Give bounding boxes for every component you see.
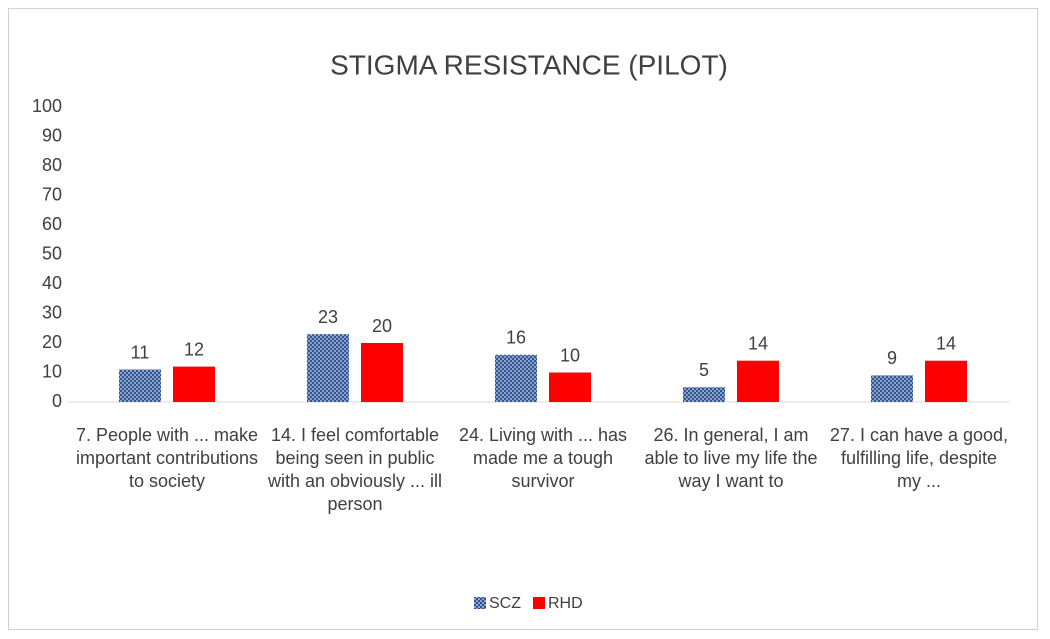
- data-label: 12: [184, 339, 204, 359]
- data-label: 10: [560, 345, 580, 365]
- chart-frame: [8, 8, 1038, 630]
- bar: [549, 372, 591, 402]
- x-tick-label: 24. Living with ... has made me a tough …: [458, 425, 628, 491]
- data-label: 11: [131, 342, 150, 362]
- y-tick-label: 50: [42, 243, 62, 263]
- bar: [683, 387, 725, 402]
- y-tick-label: 60: [42, 214, 62, 234]
- data-label: 9: [887, 348, 897, 368]
- bar: [361, 343, 403, 402]
- data-label: 5: [699, 360, 709, 380]
- data-label: 23: [318, 307, 338, 327]
- y-tick-label: 10: [42, 361, 62, 381]
- data-label: 20: [372, 316, 392, 336]
- x-tick-label: 27. I can have a good, fulfilling life, …: [829, 425, 1009, 491]
- bar: [495, 354, 537, 402]
- data-label: 14: [748, 333, 768, 353]
- y-tick-label: 100: [32, 96, 62, 116]
- y-tick-label: 40: [42, 273, 62, 293]
- data-label: 14: [936, 333, 956, 353]
- bar: [871, 375, 913, 402]
- legend-swatch: [533, 597, 545, 609]
- legend-swatch: [474, 597, 486, 609]
- chart-title: STIGMA RESISTANCE (PILOT): [330, 49, 728, 80]
- y-tick-label: 20: [42, 332, 62, 352]
- y-tick-label: 80: [42, 155, 62, 175]
- x-tick-label: 26. In general, I am able to live my lif…: [644, 425, 818, 491]
- bar: [119, 369, 161, 402]
- bar: [173, 366, 215, 402]
- bar: [737, 360, 779, 402]
- y-tick-label: 70: [42, 184, 62, 204]
- legend-label: SCZ: [489, 595, 521, 612]
- y-tick-label: 30: [42, 302, 62, 322]
- x-tick-label: 14. I feel comfortable being seen in pub…: [267, 425, 443, 514]
- y-tick-label: 0: [52, 391, 62, 411]
- x-tick-label: 7. People with ... make important contri…: [75, 425, 259, 491]
- bar: [307, 334, 349, 402]
- data-label: 16: [506, 328, 526, 348]
- bar: [925, 360, 967, 402]
- y-tick-label: 90: [42, 125, 62, 145]
- legend-label: RHD: [548, 595, 583, 612]
